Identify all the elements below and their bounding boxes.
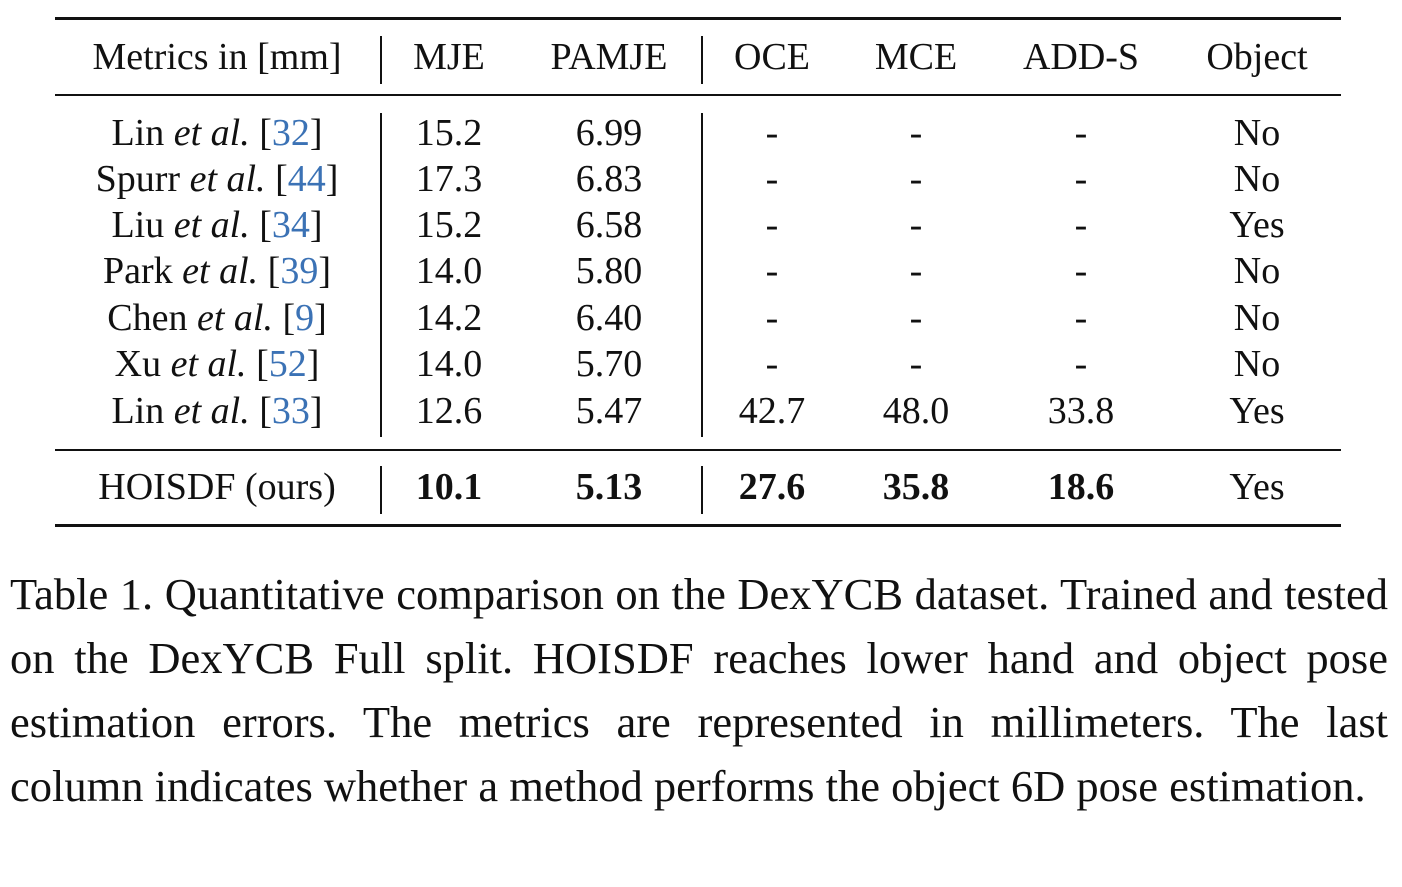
oce-cell: - <box>765 158 779 200</box>
adds-cell: 18.6 <box>1047 466 1115 508</box>
mce-cell: 48.0 <box>882 390 950 432</box>
mje-cell: 14.0 <box>415 343 483 385</box>
pamje-cell: 6.83 <box>575 158 643 200</box>
author-name: Lin <box>111 112 165 154</box>
oce-cell: - <box>765 343 779 385</box>
method-cell: Liu et al. [34] <box>111 204 323 246</box>
et-al: et al. <box>173 204 250 246</box>
ours-divider-right <box>701 466 703 514</box>
header-divider-left <box>380 36 382 84</box>
mce-cell: - <box>909 297 923 339</box>
citation-link[interactable]: 52 <box>268 343 307 385</box>
et-al: et al. <box>182 250 259 292</box>
citation-link[interactable]: 34 <box>271 204 310 246</box>
table-ours-separator-rule <box>55 449 1341 451</box>
pamje-cell: 5.70 <box>575 343 643 385</box>
body-divider-right <box>701 113 703 437</box>
author-name: Xu <box>114 343 162 385</box>
table-caption: Table 1. Quantitative comparison on the … <box>10 569 1388 811</box>
table-header-rule <box>55 94 1341 96</box>
header-mce: MCE <box>874 36 958 78</box>
header-object: Object <box>1206 36 1308 78</box>
method-cell: Park et al. [39] <box>103 250 331 292</box>
header-mje: MJE <box>413 36 485 78</box>
adds-cell: - <box>1074 112 1088 154</box>
table-bottom-rule <box>55 524 1341 527</box>
method-cell: Lin et al. [33] <box>111 390 323 432</box>
header-method: Metrics in [mm] <box>92 36 342 78</box>
mje-cell: 12.6 <box>415 390 483 432</box>
mje-cell: 14.0 <box>415 250 483 292</box>
et-al: et al. <box>173 112 250 154</box>
mje-cell: 15.2 <box>415 112 483 154</box>
mje-cell: 17.3 <box>415 158 483 200</box>
adds-cell: 33.8 <box>1047 390 1115 432</box>
object-cell: No <box>1233 343 1281 385</box>
body-divider-left <box>380 113 382 437</box>
object-cell: Yes <box>1229 390 1285 432</box>
adds-cell: - <box>1074 343 1088 385</box>
author-name: Spurr <box>95 158 181 200</box>
mje-cell: 10.1 <box>415 466 483 508</box>
pamje-cell: 6.99 <box>575 112 643 154</box>
header-oce: OCE <box>734 36 810 78</box>
method-cell: Xu et al. [52] <box>114 343 320 385</box>
ours-divider-left <box>380 466 382 514</box>
method-cell: Spurr et al. [44] <box>95 158 339 200</box>
author-name: Chen <box>107 297 188 339</box>
object-cell: No <box>1233 158 1281 200</box>
object-cell: No <box>1233 297 1281 339</box>
author-name: Lin <box>111 390 165 432</box>
pamje-cell: 6.40 <box>575 297 643 339</box>
et-al: et al. <box>196 297 273 339</box>
mce-cell: - <box>909 250 923 292</box>
pamje-cell: 5.13 <box>575 466 643 508</box>
object-cell: Yes <box>1229 204 1285 246</box>
pamje-cell: 6.58 <box>575 204 643 246</box>
adds-cell: - <box>1074 250 1088 292</box>
oce-cell: - <box>765 297 779 339</box>
adds-cell: - <box>1074 158 1088 200</box>
citation-link[interactable]: 32 <box>271 112 310 154</box>
et-al: et al. <box>189 158 266 200</box>
oce-cell: - <box>765 250 779 292</box>
object-cell: Yes <box>1229 466 1285 508</box>
oce-cell: - <box>765 204 779 246</box>
table-top-rule <box>55 17 1341 20</box>
object-cell: No <box>1233 250 1281 292</box>
et-al: et al. <box>173 390 250 432</box>
mce-cell: - <box>909 112 923 154</box>
header-divider-right <box>701 36 703 84</box>
mce-cell: - <box>909 204 923 246</box>
pamje-cell: 5.47 <box>575 390 643 432</box>
mce-cell: 35.8 <box>882 466 950 508</box>
oce-cell: 42.7 <box>738 390 806 432</box>
et-al: et al. <box>170 343 247 385</box>
author-name: Park <box>103 250 173 292</box>
object-cell: No <box>1233 112 1281 154</box>
adds-cell: - <box>1074 297 1088 339</box>
mce-cell: - <box>909 158 923 200</box>
citation-link[interactable]: 9 <box>295 297 315 339</box>
mje-cell: 15.2 <box>415 204 483 246</box>
oce-cell: 27.6 <box>738 466 806 508</box>
adds-cell: - <box>1074 204 1088 246</box>
method-cell: Chen et al. [9] <box>107 297 327 339</box>
method-cell: Lin et al. [32] <box>111 112 323 154</box>
author-name: Liu <box>111 204 165 246</box>
oce-cell: - <box>765 112 779 154</box>
pamje-cell: 5.80 <box>575 250 643 292</box>
citation-link[interactable]: 33 <box>271 390 310 432</box>
mje-cell: 14.2 <box>415 297 483 339</box>
header-pamje: PAMJE <box>550 36 668 78</box>
citation-link[interactable]: 39 <box>280 250 319 292</box>
method-cell: HOISDF (ours) <box>98 466 336 508</box>
mce-cell: - <box>909 343 923 385</box>
citation-link[interactable]: 44 <box>287 158 326 200</box>
header-adds: ADD-S <box>1022 36 1140 78</box>
